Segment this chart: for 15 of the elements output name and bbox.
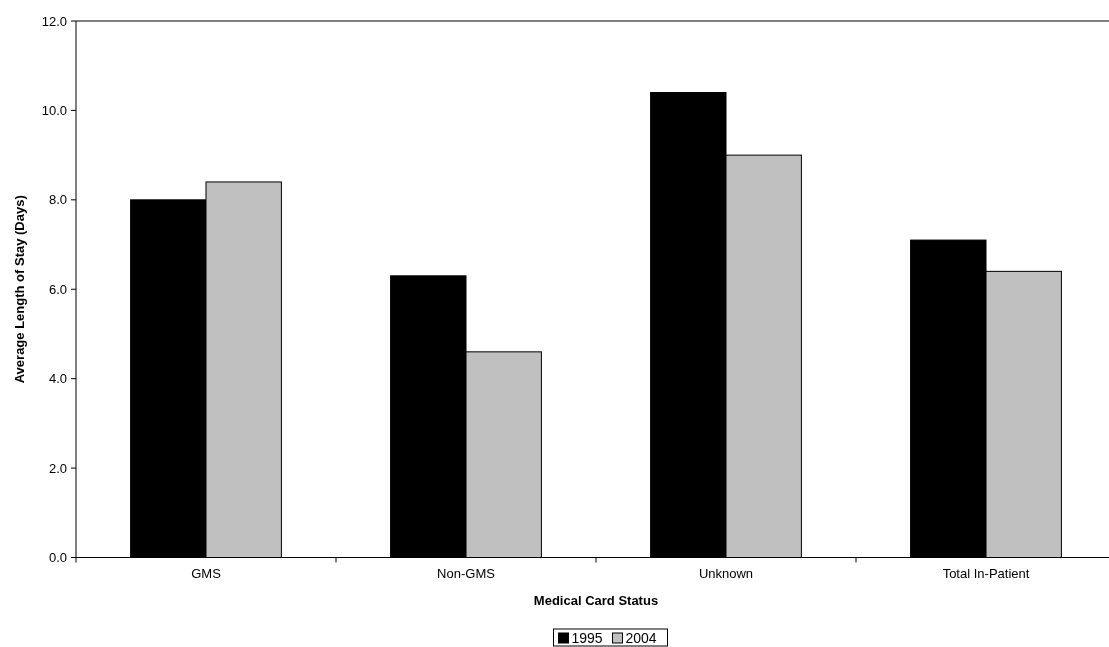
x-axis-title: Medical Card Status [533, 593, 659, 608]
y-tick-label: 10.0 [41, 102, 67, 118]
legend-label: 2004 [625, 630, 657, 646]
x-tick-label: GMS [191, 566, 222, 581]
y-tick-label: 8.0 [48, 192, 67, 208]
y-tick-label: 2.0 [48, 460, 67, 476]
legend-label: 1995 [571, 630, 603, 646]
x-tick-label: Non-GMS [437, 566, 496, 581]
y-tick-label: 4.0 [48, 371, 67, 387]
y-axis-title: Average Length of Stay (Days) [12, 195, 27, 384]
x-tick-label: Unknown [698, 566, 754, 581]
y-tick-label: 12.0 [41, 13, 67, 29]
y-tick-label: 6.0 [48, 281, 67, 297]
y-tick-label: 0.0 [48, 550, 67, 566]
x-tick-label: Total In-Patient [942, 566, 1030, 581]
